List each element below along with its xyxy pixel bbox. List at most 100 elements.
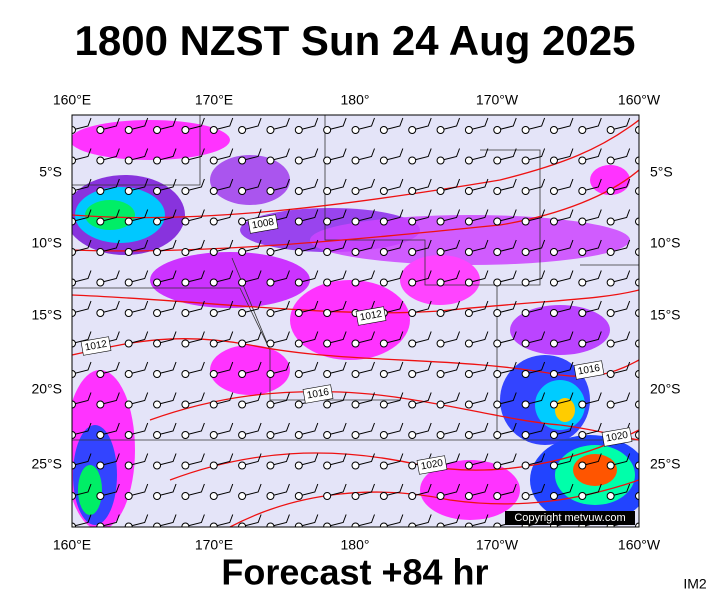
barb <box>213 148 234 161</box>
station <box>521 217 530 226</box>
lat-label-right: 15°S <box>650 307 681 323</box>
station <box>606 156 615 165</box>
barb <box>327 483 347 497</box>
station <box>96 400 105 409</box>
station <box>124 126 133 134</box>
station <box>464 309 473 317</box>
station <box>323 339 332 348</box>
barb <box>383 270 404 283</box>
station <box>96 461 105 470</box>
barb <box>525 209 546 222</box>
station <box>635 370 639 378</box>
station <box>408 248 417 256</box>
barb <box>553 453 574 466</box>
station <box>493 217 502 226</box>
barb <box>327 178 347 192</box>
barb <box>185 270 205 283</box>
station <box>351 248 360 256</box>
barb <box>468 209 489 222</box>
station <box>153 156 162 165</box>
isobar-label-box <box>247 214 279 234</box>
barb <box>412 361 432 375</box>
barb <box>128 392 149 405</box>
station <box>181 309 190 317</box>
barb <box>525 392 546 405</box>
barb <box>412 392 432 405</box>
barb <box>298 117 319 131</box>
barb <box>270 178 290 192</box>
barb <box>100 300 120 314</box>
barb <box>525 331 546 344</box>
station <box>351 217 360 226</box>
barb <box>610 148 631 161</box>
barb <box>440 178 461 192</box>
station <box>266 278 275 287</box>
station <box>635 339 639 348</box>
barb <box>298 300 319 314</box>
station <box>238 309 247 317</box>
station <box>578 431 587 439</box>
station <box>72 248 76 256</box>
lon-label-top: 180° <box>341 92 370 108</box>
station <box>294 339 303 348</box>
barb <box>440 239 461 253</box>
station <box>379 400 388 409</box>
barb <box>298 361 319 375</box>
station <box>266 461 275 470</box>
barb <box>468 422 489 436</box>
barb <box>213 453 234 466</box>
station <box>408 217 417 226</box>
barb <box>72 483 92 497</box>
station <box>464 126 473 134</box>
barb <box>525 117 546 131</box>
station <box>549 309 558 317</box>
barb <box>525 361 546 375</box>
station <box>209 187 218 195</box>
barb <box>327 117 347 131</box>
barb <box>185 300 205 314</box>
station <box>521 126 530 134</box>
station <box>351 126 360 134</box>
barb <box>128 422 149 436</box>
barb <box>185 178 205 192</box>
barb <box>440 331 461 344</box>
isobar-label-box <box>601 427 633 447</box>
barb <box>327 209 347 222</box>
barb <box>610 178 631 192</box>
barb <box>298 331 319 344</box>
station <box>436 187 445 195</box>
barb <box>72 514 92 527</box>
barb <box>440 514 461 527</box>
station <box>521 156 530 165</box>
barb <box>128 209 149 222</box>
station <box>96 431 105 439</box>
barb <box>270 453 290 466</box>
barb <box>440 361 461 375</box>
station <box>549 492 558 500</box>
station <box>181 492 190 500</box>
barb <box>213 117 234 131</box>
station <box>72 187 76 195</box>
barb <box>412 178 432 192</box>
station <box>408 431 417 439</box>
barb <box>270 331 290 344</box>
barb <box>638 159 639 161</box>
station <box>493 309 502 317</box>
barb <box>156 483 177 497</box>
barb <box>327 422 347 436</box>
lat-label-left: 5°S <box>39 164 62 180</box>
station <box>436 217 445 226</box>
barb <box>270 239 290 253</box>
station <box>549 217 558 226</box>
station <box>464 400 473 409</box>
barb <box>156 209 177 222</box>
barb <box>185 392 205 405</box>
station <box>436 248 445 256</box>
station <box>521 339 530 348</box>
station <box>294 187 303 195</box>
station <box>436 400 445 409</box>
barb <box>582 209 602 222</box>
barb <box>638 342 639 344</box>
station <box>606 126 615 134</box>
station <box>351 492 360 500</box>
